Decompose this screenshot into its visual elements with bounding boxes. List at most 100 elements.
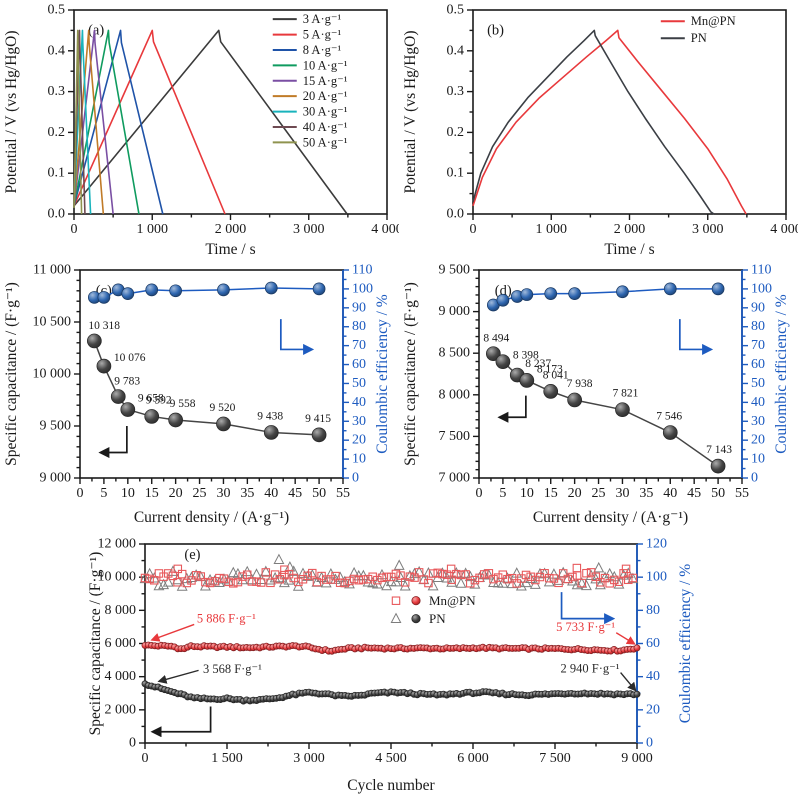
svg-text:0.2: 0.2 xyxy=(447,125,465,140)
svg-text:Specific capacitance / (F·g⁻¹): Specific capacitance / (F·g⁻¹) xyxy=(3,282,20,466)
svg-text:0: 0 xyxy=(71,222,78,237)
svg-text:PN: PN xyxy=(429,611,446,626)
svg-text:9 520: 9 520 xyxy=(209,402,235,414)
svg-text:4 000: 4 000 xyxy=(770,222,798,237)
svg-text:110: 110 xyxy=(751,263,771,278)
svg-text:3 A·g⁻¹: 3 A·g⁻¹ xyxy=(303,12,342,26)
svg-text:0.1: 0.1 xyxy=(48,166,66,181)
svg-text:1 000: 1 000 xyxy=(536,222,568,237)
svg-text:0.5: 0.5 xyxy=(447,3,465,18)
svg-text:55: 55 xyxy=(735,486,749,501)
chart-gcd-comparison: 0 1 000 2 000 3 000 4 000 0.0 0.1 0.2 0.3 0.4 0.5 T… xyxy=(402,3,798,259)
svg-text:9 500: 9 500 xyxy=(439,263,471,278)
svg-text:15 A·g⁻¹: 15 A·g⁻¹ xyxy=(303,74,348,88)
svg-text:9 438: 9 438 xyxy=(257,410,283,422)
svg-text:Coulombic efficiency / %: Coulombic efficiency / % xyxy=(677,564,694,723)
svg-text:20: 20 xyxy=(646,702,660,717)
svg-text:9 000: 9 000 xyxy=(439,304,471,319)
svg-text:15: 15 xyxy=(544,486,558,501)
svg-text:60: 60 xyxy=(751,357,765,372)
svg-text:50: 50 xyxy=(751,376,765,391)
svg-text:50 A·g⁻¹: 50 A·g⁻¹ xyxy=(303,135,348,149)
svg-text:(d): (d) xyxy=(495,283,512,299)
svg-text:10: 10 xyxy=(121,486,135,501)
svg-text:0.3: 0.3 xyxy=(447,84,465,99)
svg-text:8 500: 8 500 xyxy=(439,346,471,361)
svg-text:0: 0 xyxy=(129,736,136,751)
svg-text:110: 110 xyxy=(352,263,372,278)
svg-text:2 000: 2 000 xyxy=(105,702,137,717)
svg-text:Mn@PN: Mn@PN xyxy=(691,14,736,28)
svg-text:(e): (e) xyxy=(184,547,200,563)
svg-text:15: 15 xyxy=(145,486,159,501)
svg-text:10 A·g⁻¹: 10 A·g⁻¹ xyxy=(303,58,348,72)
svg-text:9 000: 9 000 xyxy=(40,471,72,486)
svg-text:7 938: 7 938 xyxy=(567,378,593,390)
svg-text:0.2: 0.2 xyxy=(48,125,66,140)
svg-text:60: 60 xyxy=(352,357,366,372)
svg-text:10: 10 xyxy=(520,486,534,501)
svg-text:Time / s: Time / s xyxy=(205,241,255,258)
svg-text:80: 80 xyxy=(751,319,765,334)
svg-text:8 A·g⁻¹: 8 A·g⁻¹ xyxy=(303,43,342,57)
svg-text:8 000: 8 000 xyxy=(105,603,137,618)
svg-text:9 783: 9 783 xyxy=(114,376,140,388)
svg-text:7 000: 7 000 xyxy=(439,471,471,486)
svg-text:70: 70 xyxy=(352,338,366,353)
svg-text:40: 40 xyxy=(352,395,366,410)
svg-text:50: 50 xyxy=(312,486,326,501)
svg-text:Cycle number: Cycle number xyxy=(347,777,435,794)
svg-text:8 041: 8 041 xyxy=(543,369,569,381)
svg-text:7 143: 7 143 xyxy=(706,444,732,456)
svg-text:2 000: 2 000 xyxy=(215,222,247,237)
svg-text:10: 10 xyxy=(352,452,366,467)
svg-text:0: 0 xyxy=(470,222,477,237)
svg-text:100: 100 xyxy=(646,570,667,585)
svg-text:(a): (a) xyxy=(88,22,104,38)
svg-text:10 076: 10 076 xyxy=(114,352,146,364)
svg-text:8 000: 8 000 xyxy=(439,387,471,402)
svg-text:55: 55 xyxy=(336,486,350,501)
svg-text:10 318: 10 318 xyxy=(88,320,120,332)
svg-text:9 558: 9 558 xyxy=(170,398,196,410)
svg-text:70: 70 xyxy=(751,338,765,353)
svg-text:45: 45 xyxy=(288,486,302,501)
svg-text:0.4: 0.4 xyxy=(447,43,465,58)
svg-text:3 000: 3 000 xyxy=(293,222,325,237)
svg-text:90: 90 xyxy=(751,300,765,315)
svg-text:1 500: 1 500 xyxy=(211,751,243,766)
svg-text:40: 40 xyxy=(264,486,278,501)
chart-rate-capability-mnpn: 0 5 10 15 20 25 30 35 40 45 50 55 9 000 9 500 10 000 10… xyxy=(3,263,391,527)
svg-text:5 886 F·g⁻¹: 5 886 F·g⁻¹ xyxy=(197,612,256,626)
svg-text:0: 0 xyxy=(352,471,359,486)
svg-text:50: 50 xyxy=(352,376,366,391)
svg-text:9 592: 9 592 xyxy=(146,394,172,406)
svg-text:0.1: 0.1 xyxy=(447,166,465,181)
svg-text:9 000: 9 000 xyxy=(621,751,653,766)
svg-text:8 398: 8 398 xyxy=(513,350,539,362)
svg-text:0.0: 0.0 xyxy=(48,207,66,222)
svg-text:7 546: 7 546 xyxy=(656,411,682,423)
svg-text:90: 90 xyxy=(352,300,366,315)
svg-text:0: 0 xyxy=(77,486,84,501)
svg-text:8 494: 8 494 xyxy=(483,333,509,345)
chart-gcd-rates: 0 1 000 2 000 3 000 4 000 0.0 0.1 0.2 0.3 0.4 0.5 T… xyxy=(3,3,399,259)
svg-text:80: 80 xyxy=(646,603,660,618)
svg-text:0.5: 0.5 xyxy=(48,3,66,18)
svg-text:45: 45 xyxy=(687,486,701,501)
svg-text:7 500: 7 500 xyxy=(439,429,471,444)
svg-text:12 000: 12 000 xyxy=(98,537,137,552)
svg-text:100: 100 xyxy=(751,281,772,296)
svg-text:25: 25 xyxy=(592,486,606,501)
chart-rate-capability-pn: 0 5 10 15 20 25 30 35 40 45 50 55 7 000 7 500 8 000 8 5… xyxy=(402,263,790,527)
svg-text:20: 20 xyxy=(751,433,765,448)
svg-text:40: 40 xyxy=(663,486,677,501)
svg-text:Time / s: Time / s xyxy=(604,241,654,258)
svg-text:0.4: 0.4 xyxy=(48,43,66,58)
svg-text:8 173: 8 173 xyxy=(537,363,563,375)
svg-text:30: 30 xyxy=(352,414,366,429)
svg-text:3 000: 3 000 xyxy=(692,222,724,237)
svg-text:50: 50 xyxy=(711,486,725,501)
